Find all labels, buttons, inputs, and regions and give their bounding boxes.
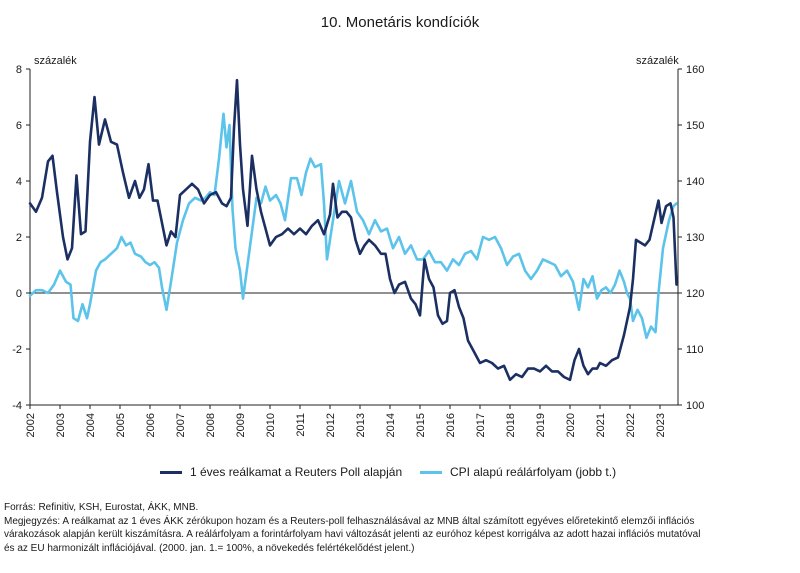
- x-tick-label: 2011: [295, 413, 307, 437]
- x-tick-label: 2022: [625, 413, 637, 437]
- methodology-note-line-1: Megjegyzés: A reálkamat az 1 éves ÁKK zé…: [4, 515, 695, 527]
- right-tick-label: 140: [686, 176, 704, 188]
- x-tick-label: 2019: [535, 413, 547, 437]
- series-layer: [28, 78, 678, 382]
- x-tick-label: 2009: [235, 413, 247, 437]
- x-tick-label: 2020: [565, 413, 577, 437]
- right-axis-unit-label: százalék: [636, 55, 679, 67]
- left-tick-label: 8: [16, 64, 22, 76]
- x-tick-label: 2004: [85, 413, 97, 437]
- chart-title: 10. Monetáris kondíciók: [320, 14, 480, 31]
- right-tick-label: 150: [686, 120, 704, 132]
- line-chart: -4 -2 0 2 4 6 8 100 110 120 130 140 150 160 2002 2003 20…: [12, 64, 704, 437]
- right-tick-label: 100: [686, 400, 704, 412]
- axes-layer: -4 -2 0 2 4 6 8 100 110 120 130 140 150 160 2002 2003 20…: [12, 64, 704, 437]
- x-tick-label: 2013: [355, 413, 367, 437]
- x-tick-label: 2012: [325, 413, 337, 437]
- left-tick-label: 2: [16, 232, 22, 244]
- x-tick-label: 2010: [265, 413, 277, 437]
- legend-swatch-real-rate: [160, 470, 182, 474]
- x-tick-label: 2016: [445, 413, 457, 437]
- left-tick-label: 0: [16, 288, 22, 300]
- methodology-note-line-2: várakozások alapján került kiszámításra.…: [4, 529, 701, 540]
- legend-label-real-rate: 1 éves reálkamat a Reuters Poll alapján: [190, 465, 403, 479]
- series-line-exchange-rate: [28, 112, 678, 340]
- legend-swatch-exchange-rate: [420, 470, 442, 474]
- right-tick-label: 110: [686, 344, 704, 356]
- methodology-note-line-3: és az EU harmonizált inflációjával. (200…: [4, 542, 415, 554]
- right-tick-label: 120: [686, 288, 704, 300]
- legend-label-exchange-rate: CPI alapú reálárfolyam (jobb t.): [450, 465, 617, 479]
- x-tick-label: 2002: [25, 413, 37, 437]
- x-tick-label: 2015: [415, 413, 427, 437]
- legend-item-real-rate: 1 éves reálkamat a Reuters Poll alapján: [160, 465, 402, 479]
- x-tick-label: 2006: [145, 413, 157, 437]
- left-axis-unit-label: százalék: [34, 55, 77, 67]
- legend-item-exchange-rate: CPI alapú reálárfolyam (jobb t.): [420, 465, 616, 479]
- series-line-real-rate: [28, 78, 678, 382]
- x-tick-label: 2007: [175, 413, 187, 437]
- left-tick-label: 4: [16, 176, 22, 188]
- footer-notes: Forrás: Refinitiv, KSH, Eurostat, ÁKK, M…: [4, 501, 794, 555]
- right-tick-label: 130: [686, 232, 704, 244]
- source-note: Forrás: Refinitiv, KSH, Eurostat, ÁKK, M…: [4, 502, 199, 513]
- x-tick-label: 2005: [115, 413, 127, 437]
- left-tick-label: -2: [12, 344, 22, 356]
- x-tick-label: 2014: [385, 413, 397, 437]
- x-tick-label: 2003: [55, 413, 67, 437]
- x-tick-label: 2008: [205, 413, 217, 437]
- x-tick-label: 2018: [505, 413, 517, 437]
- left-tick-label: -4: [12, 400, 22, 412]
- right-tick-label: 160: [686, 64, 704, 76]
- x-tick-label: 2021: [595, 413, 607, 437]
- x-tick-label: 2023: [655, 413, 667, 437]
- left-tick-label: 6: [16, 120, 22, 132]
- x-tick-label: 2017: [475, 413, 487, 437]
